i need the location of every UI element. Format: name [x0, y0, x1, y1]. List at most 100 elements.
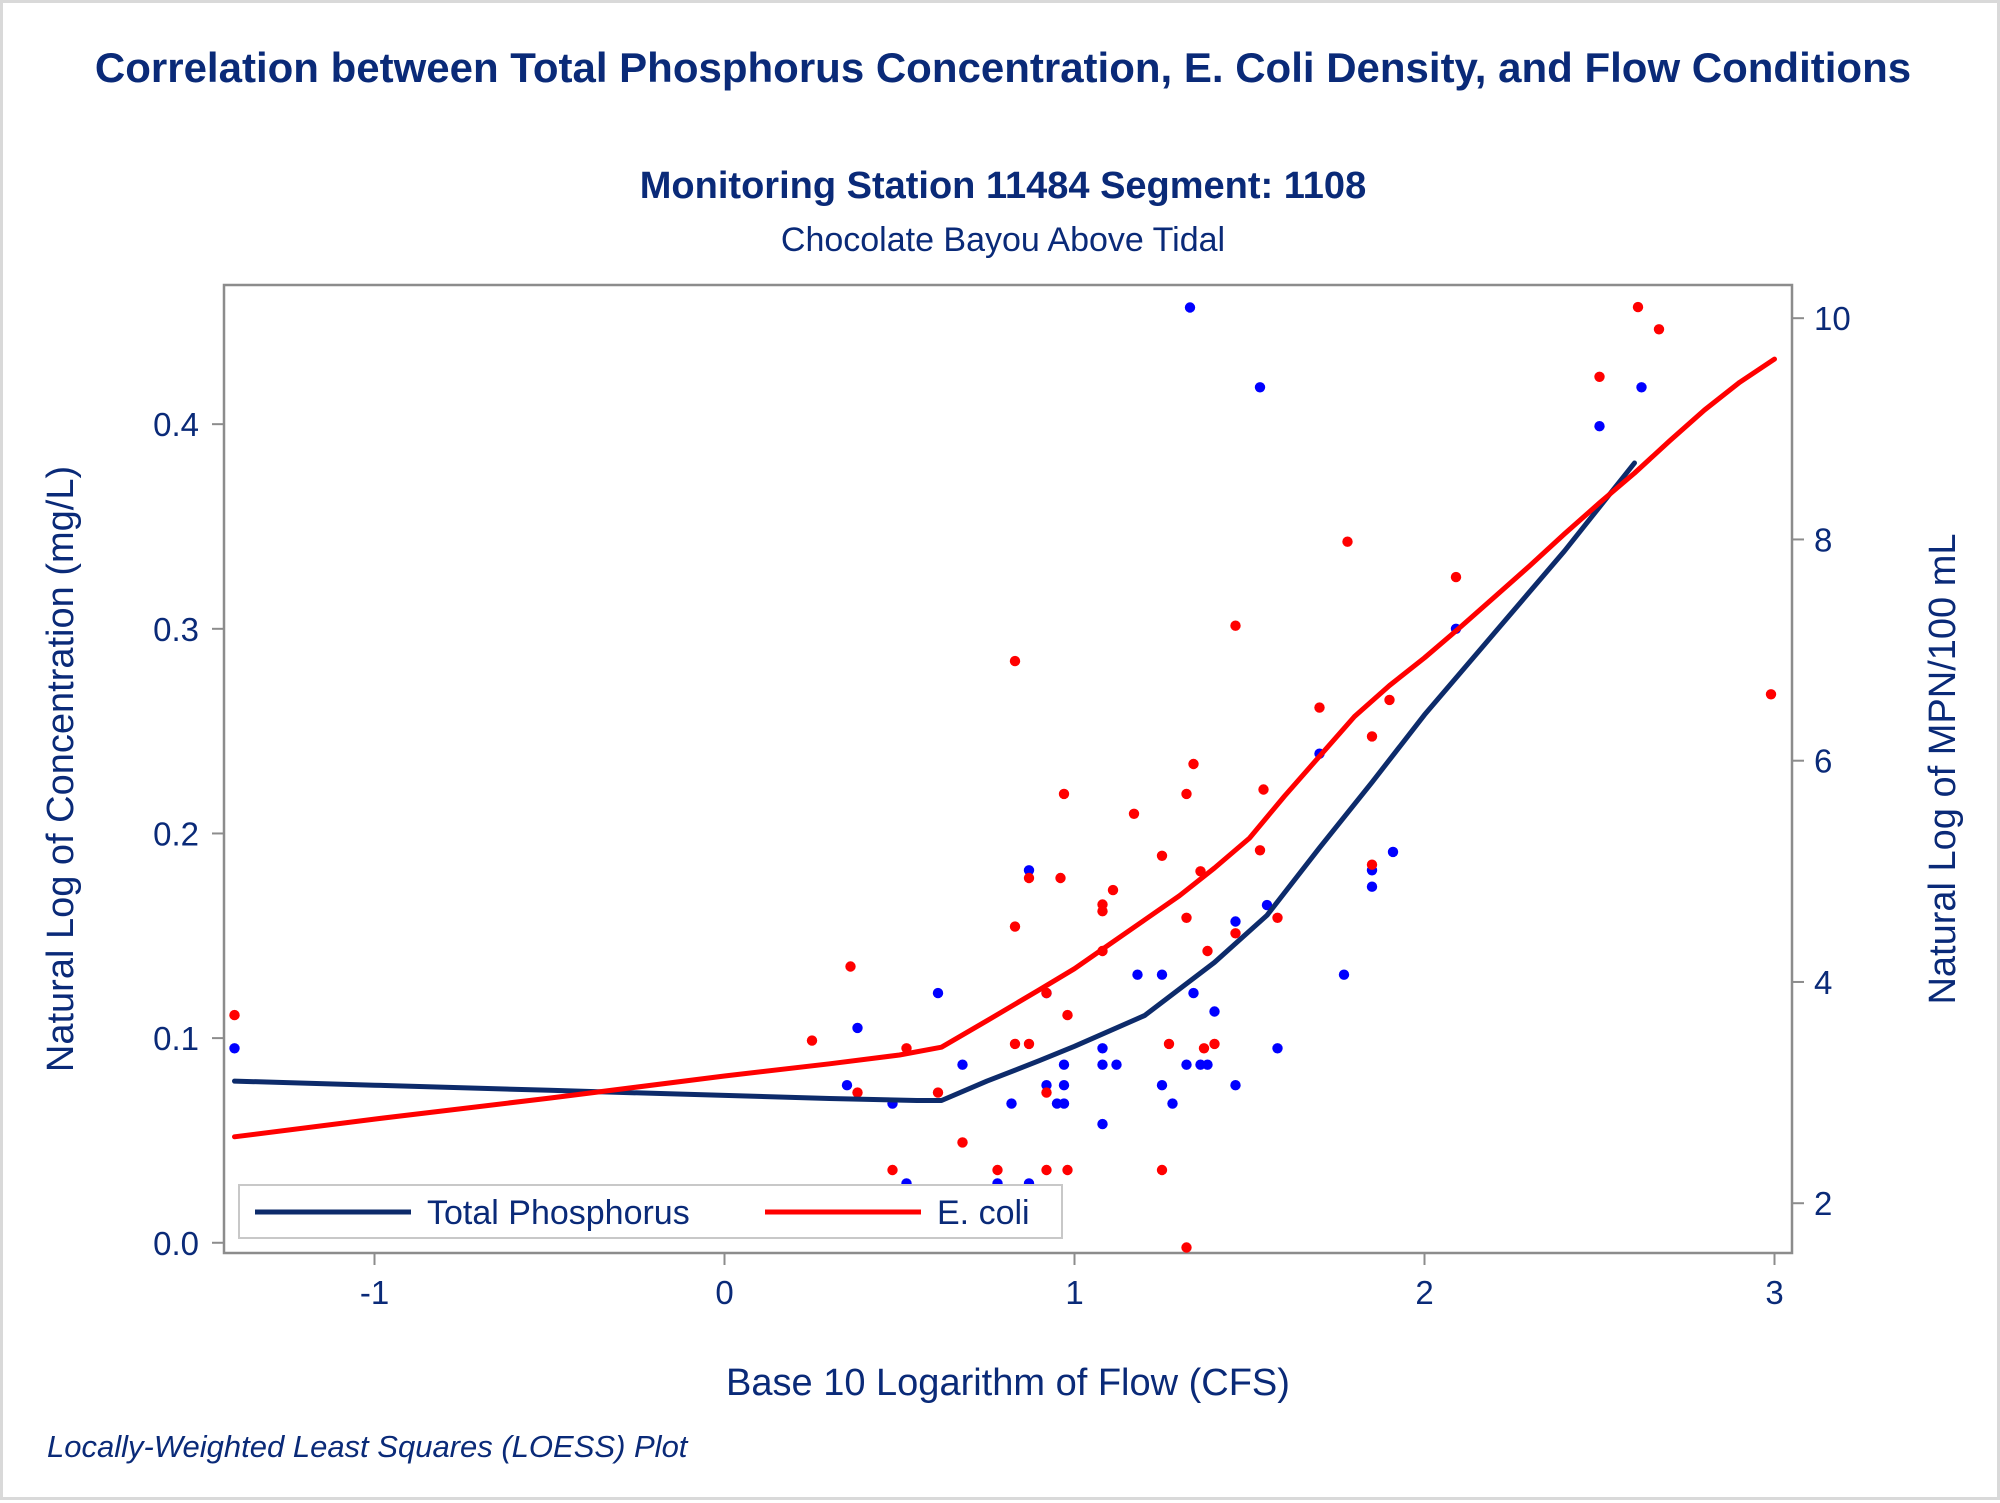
e-coli-point	[1062, 1009, 1073, 1021]
y2-tick-label: 10	[1814, 300, 1851, 337]
e-coli-point	[1023, 872, 1035, 884]
e-coli-point	[1188, 758, 1199, 770]
e-coli-point	[1055, 872, 1066, 884]
total-phosphorus-point	[1156, 969, 1168, 980]
total-phosphorus-point	[1006, 1098, 1017, 1109]
e-coli-point	[887, 1164, 898, 1176]
e-coli-point	[1128, 808, 1140, 819]
total-phosphorus-point	[1184, 302, 1196, 313]
e-coli-point	[992, 1164, 1003, 1176]
e-coli-point	[1594, 371, 1605, 382]
y2-tick-label: 4	[1814, 964, 1832, 1001]
y2-tick-label: 2	[1814, 1185, 1832, 1222]
e-coli-point	[852, 1087, 863, 1098]
y2-axis-label: Natural Log of MPN/100 mL	[1922, 533, 1964, 1004]
total-phosphorus-point	[1272, 1043, 1283, 1054]
e-coli-point	[1041, 987, 1052, 999]
e-coli-point	[845, 961, 856, 972]
e-coli-point	[1107, 884, 1119, 896]
total-phosphorus-point	[1254, 382, 1266, 393]
total-phosphorus-point	[1202, 1059, 1213, 1070]
e-coli-point	[1181, 788, 1192, 800]
e-coli-point	[932, 1087, 944, 1098]
chart-subtitle: Monitoring Station 11484 Segment: 1108	[639, 165, 1367, 207]
total-phosphorus-point	[1097, 1043, 1108, 1054]
e-coli-point	[1384, 694, 1395, 706]
e-coli-point	[1366, 731, 1378, 742]
e-coli-point	[1254, 845, 1266, 856]
e-coli-point	[1202, 945, 1213, 957]
total-phosphorus-point	[1338, 969, 1350, 980]
e-coli-point	[1058, 788, 1070, 800]
chart-subtitle-2: Chocolate Bayou Above Tidal	[780, 221, 1226, 259]
e-coli-point	[957, 1137, 968, 1148]
y-tick-label: 0.4	[153, 406, 199, 443]
e-coli-point	[806, 1035, 818, 1046]
total-phosphorus-point	[1594, 421, 1605, 432]
e-coli-point	[1366, 859, 1378, 870]
e-coli-point	[1272, 912, 1283, 923]
total-phosphorus-point	[1156, 1080, 1168, 1091]
e-coli-point	[1765, 689, 1777, 700]
e-coli-point	[1198, 1043, 1210, 1054]
e-coli-point	[1258, 784, 1269, 795]
x-tick-label: 2	[1415, 1274, 1433, 1311]
e-coli-point	[1314, 702, 1325, 713]
e-coli-point	[1041, 1164, 1052, 1176]
legend: Total Phosphorus E. coli	[238, 1184, 1063, 1239]
e-coli-point	[1009, 655, 1021, 667]
total-phosphorus-point	[1181, 1059, 1192, 1070]
legend-label-total-phosphorus: Total Phosphorus	[427, 1194, 690, 1232]
footnote: Locally-Weighted Least Squares (LOESS) P…	[47, 1429, 688, 1464]
y-tick-label: 0.3	[153, 611, 199, 648]
y-axis-label: Natural Log of Concentration (mg/L)	[40, 466, 82, 1072]
legend-label-e-coli: E. coli	[937, 1194, 1030, 1232]
e-coli-point	[1009, 1038, 1021, 1050]
total-phosphorus-point	[841, 1080, 853, 1091]
y2-tick-label: 6	[1814, 743, 1832, 780]
e-coli-point	[1023, 1038, 1035, 1050]
total-phosphorus-point	[1188, 987, 1199, 999]
chart-area: -1 0 1 2 3 0.0 0.1 0.2 0.3 0.4 2 4 6 8 10 Natural Log …	[40, 283, 1964, 1404]
e-coli-point	[1062, 1164, 1073, 1176]
e-coli-point	[1230, 620, 1241, 631]
y-tick-label: 0.2	[153, 815, 199, 852]
total-phosphorus-point	[1366, 881, 1378, 892]
total-phosphorus-point	[1097, 1118, 1108, 1130]
total-phosphorus-point	[1230, 1080, 1241, 1091]
total-phosphorus-point	[932, 987, 944, 999]
total-phosphorus-point	[1111, 1059, 1122, 1070]
e-coli-point	[1156, 850, 1168, 861]
total-phosphorus-point	[1058, 1098, 1070, 1109]
e-coli-point	[1156, 1164, 1168, 1176]
total-phosphorus-point	[1097, 1059, 1108, 1070]
e-coli-point	[1097, 899, 1108, 910]
total-phosphorus-point	[1058, 1080, 1070, 1091]
x-tick-label: 0	[715, 1274, 733, 1311]
total-phosphorus-point	[1167, 1098, 1178, 1109]
e-coli-point	[1209, 1038, 1220, 1050]
total-phosphorus-point	[1261, 899, 1273, 911]
total-phosphorus-loess-line	[232, 460, 1637, 1103]
x-axis-label: Base 10 Logarithm of Flow (CFS)	[726, 1362, 1290, 1404]
total-phosphorus-point	[1023, 865, 1035, 876]
y-tick-label: 0.1	[153, 1020, 199, 1057]
e-coli-point	[1041, 1087, 1052, 1098]
e-coli-point	[1181, 1242, 1192, 1253]
plot-area-frame	[222, 283, 1794, 1255]
e-coli-point	[229, 1009, 240, 1021]
total-phosphorus-point	[1230, 916, 1241, 927]
total-phosphorus-point	[1041, 1080, 1052, 1091]
e-coli-point	[1009, 921, 1021, 932]
total-phosphorus-point	[229, 1043, 240, 1054]
e-coli-point	[1632, 301, 1644, 313]
x-tick-label: 3	[1765, 1274, 1783, 1311]
total-phosphorus-point	[852, 1022, 863, 1034]
total-phosphorus-point	[1058, 1059, 1070, 1070]
total-phosphorus-point	[957, 1059, 968, 1070]
e-coli-point	[1450, 571, 1462, 583]
x-tick-label: 1	[1065, 1274, 1083, 1311]
e-coli-point	[1230, 928, 1241, 939]
e-coli-point	[1342, 536, 1353, 547]
